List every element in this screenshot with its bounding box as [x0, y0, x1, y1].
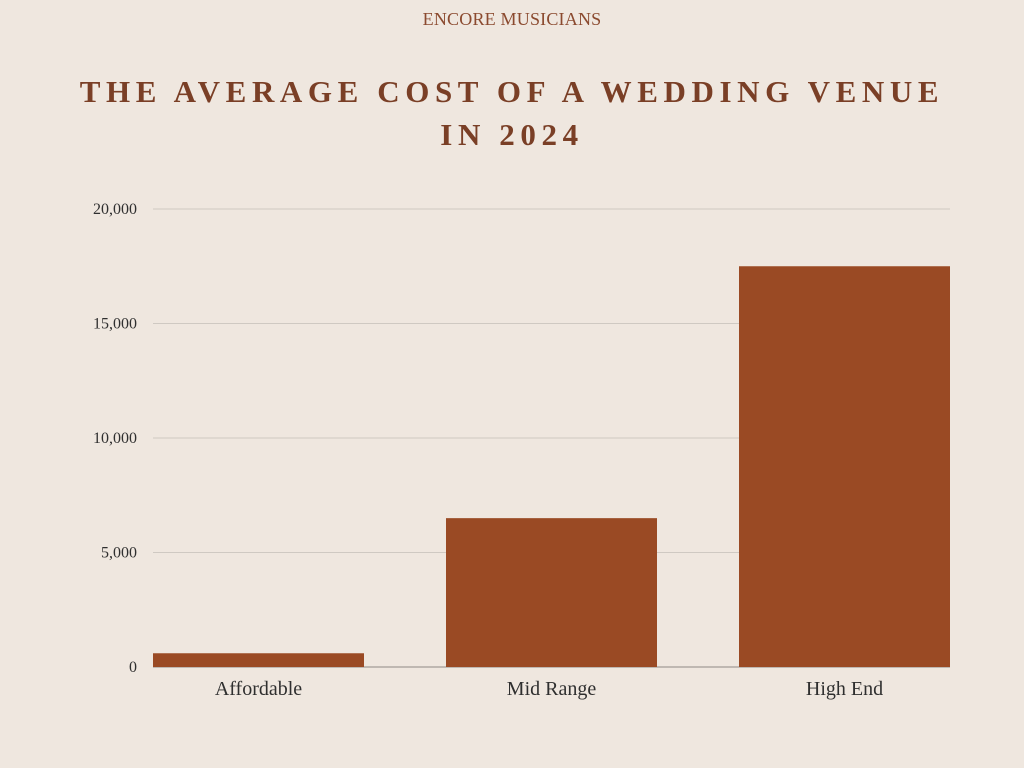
chart-title: THE AVERAGE COST OF A WEDDING VENUE IN 2… [79, 74, 945, 152]
x-tick-label: Affordable [215, 678, 302, 700]
bar-affordable [153, 653, 364, 667]
y-tick-label: 15,000 [93, 316, 137, 333]
bar-high-end [739, 266, 950, 667]
y-tick-label: 0 [129, 659, 137, 676]
x-axis-ticks: Affordable Mid Range High End [215, 678, 883, 700]
y-tick-label: 20,000 [93, 201, 137, 218]
y-tick-label: 10,000 [93, 430, 137, 447]
x-tick-label: Mid Range [507, 678, 597, 700]
brand-name: ENCORE MUSICIANS [422, 9, 602, 29]
x-tick-label: High End [806, 678, 883, 700]
bar-mid-range [446, 518, 657, 667]
y-axis-ticks: 0 5,000 10,000 15,000 20,000 [93, 201, 137, 676]
bars [153, 266, 950, 667]
y-tick-label: 5,000 [101, 545, 137, 562]
